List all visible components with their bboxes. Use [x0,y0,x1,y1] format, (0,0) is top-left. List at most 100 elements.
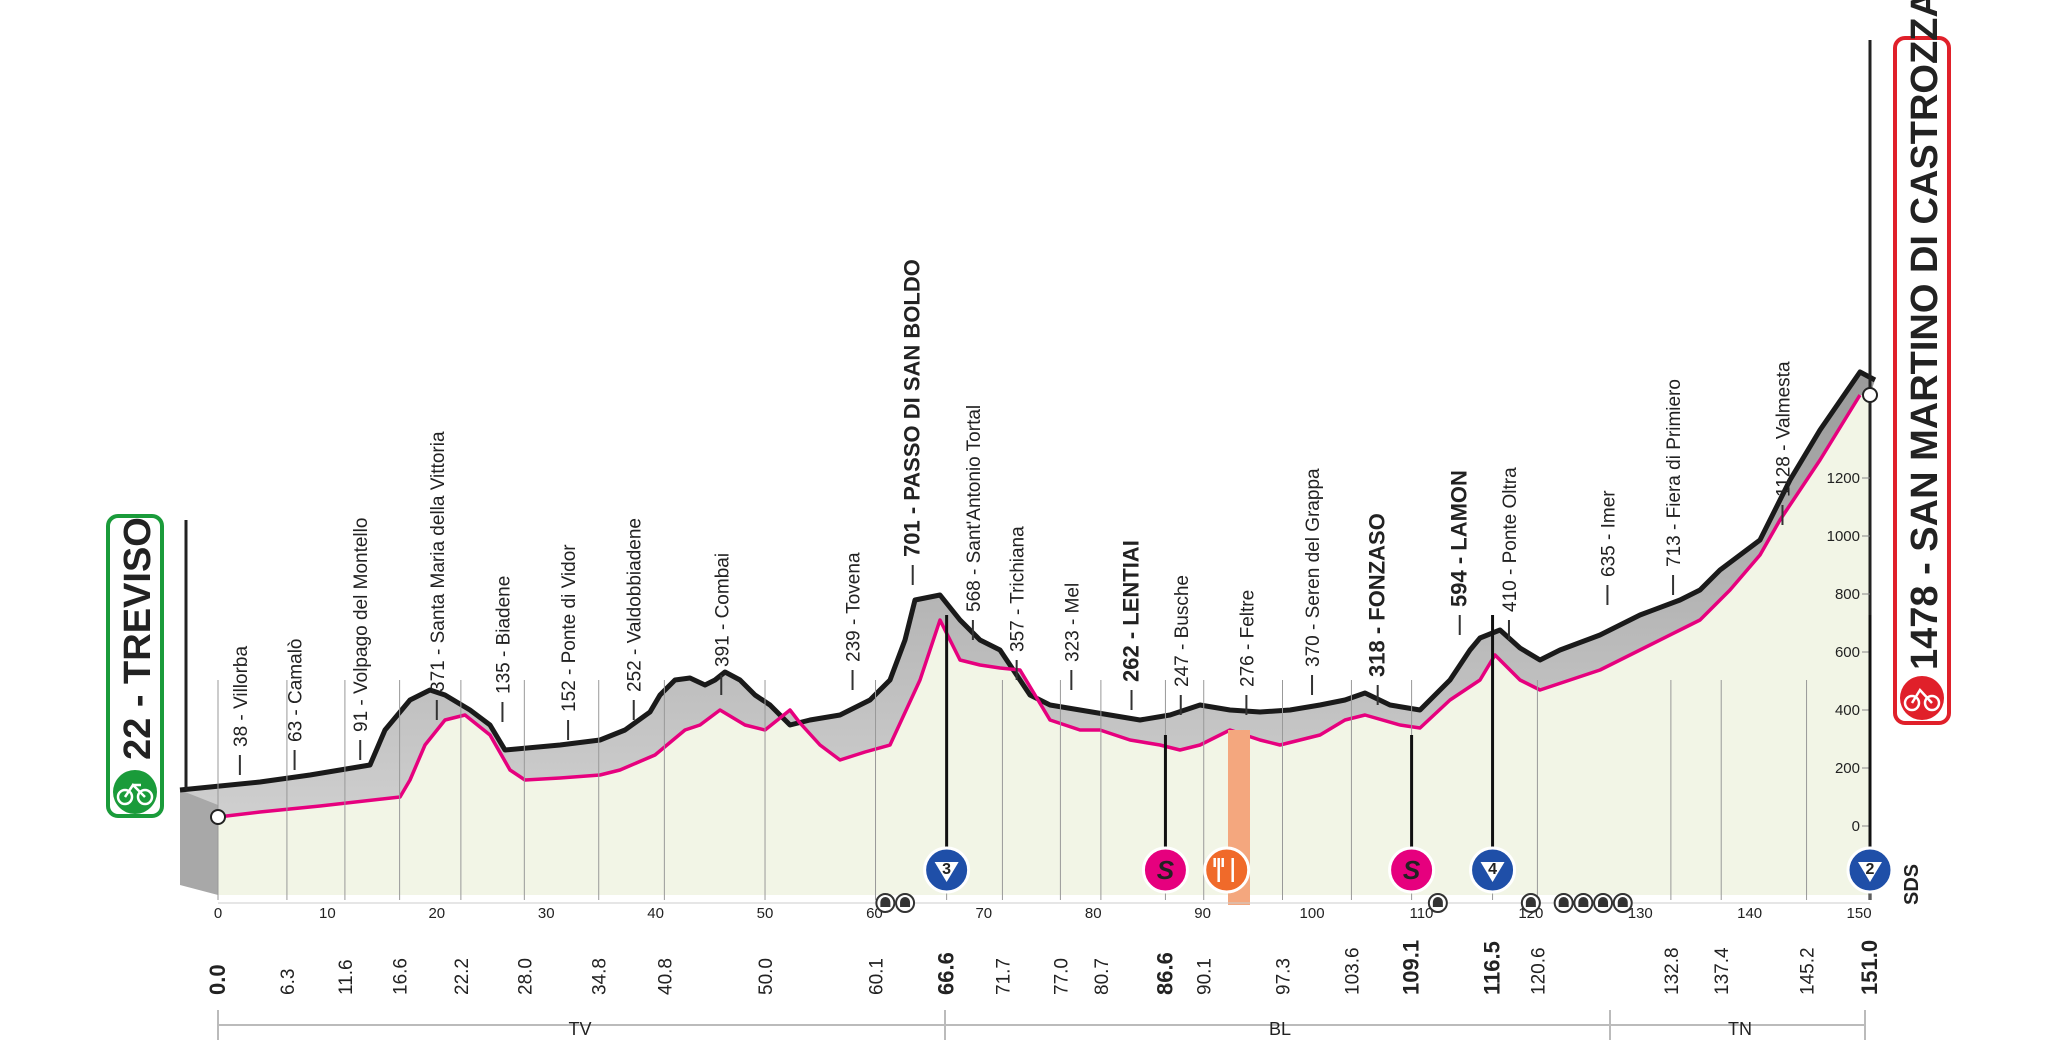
altitude-scale-label: 800 [1835,586,1860,603]
place-label: 239 - Tovena [844,552,865,662]
km-scale-label: 150 [1847,905,1872,922]
region-tn: TN [1728,1019,1752,1039]
place-label: 568 - Sant'Antonio Tortal [964,405,985,612]
km-mark-label: 116.5 [1480,941,1505,995]
km-mark-label: 151.0 [1857,940,1882,995]
place-label: 357 - Trichiana [1008,526,1029,652]
km-mark-label: 11.6 [336,959,357,995]
place-label: 247 - Busche [1172,575,1193,687]
feed-zone-badge [1203,846,1251,894]
altitude-scale-label: 600 [1835,644,1860,661]
mountain-icon [1858,862,1882,882]
altitude-scale-label: 400 [1835,702,1860,719]
logo-sds: SDS [1901,864,1923,905]
finish-title: 1478 - SAN MARTINO DI CASTROZZA [1904,0,1946,670]
climb-category-number: 2 [1866,861,1875,878]
sprint-letter: S [1157,855,1175,885]
place-label: 594 - LAMON [1447,470,1472,607]
km-mark-label: 16.6 [391,958,412,995]
road-line [217,394,1862,819]
km-scale-label: 140 [1737,905,1762,922]
tunnel-arch [1617,897,1628,907]
region-bracket [217,1010,1866,1040]
start-dot [210,809,226,825]
sprint-badge [1141,846,1189,894]
km-scale-label: 30 [538,905,555,922]
km-mark-label: 71.7 [993,958,1014,995]
tunnel-arch [1432,897,1443,907]
km-mark-label: 109.1 [1399,940,1424,995]
mountain-icon [1480,862,1505,882]
profile-top-line [179,369,1877,793]
finish-sign: 1478 - SAN MARTINO DI CASTROZZA [1893,0,1951,725]
place-label: 152 - Ponte di Vidor [559,544,580,712]
km-mark-label: 66.6 [934,952,959,995]
place-label: 701 - PASSO DI SAN BOLDO [900,259,925,557]
place-label: 713 - Fiera di Primiero [1664,379,1685,567]
place-label: 262 - LENTIAI [1119,540,1144,682]
tunnel-arch [880,897,891,907]
place-label: 63 - Camalò [286,639,307,743]
place-label: 91 - Volpago del Montello [351,518,372,732]
km-mark-label: 145.2 [1798,947,1819,995]
altitude-scale-label: 0 [1852,818,1860,835]
km-scale-label: 70 [975,905,992,922]
climb-category-number: 4 [1488,861,1497,878]
tunnel-arch [1525,897,1536,907]
km-scale-label: 130 [1628,905,1653,922]
km-mark-label: 50.0 [756,958,777,995]
km-mark-label: 6.3 [278,969,299,995]
place-label: 1128 - Valmesta [1773,361,1794,497]
km-mark-label: 77.0 [1051,958,1072,995]
mountain-icon [934,862,959,882]
km-mark-label: 40.8 [655,958,676,995]
km-scale-label: 100 [1300,905,1325,922]
km-mark-label: 132.8 [1662,947,1683,995]
place-label: 318 - FONZASO [1365,513,1390,677]
km-mark-label: 97.3 [1274,958,1295,995]
place-label: 323 - Mel [1062,583,1083,662]
profile-band [180,372,1875,817]
start-sign: 22 - TREVISO [106,514,164,818]
place-label: 252 - Valdobbiadene [625,518,646,692]
km-mark-label: 137.4 [1712,947,1733,995]
altitude-scale-label: 1200 [1827,470,1860,487]
tunnel-arch [1598,897,1609,907]
profile-fill [218,395,1870,895]
tunnel-arch [1578,897,1589,907]
place-label: 135 - Biadene [493,576,514,694]
km-scale-label: 90 [1194,905,1211,922]
km-mark-label: 103.6 [1342,947,1363,995]
km-mark-label: 90.1 [1195,958,1216,995]
km-mark-label: 22.2 [452,958,473,995]
bicycle-icon [116,783,154,806]
region-tv: TV [568,1019,591,1039]
profile-start-block [180,790,218,895]
altitude-scale-label: 200 [1835,760,1860,777]
place-label: 635 - Imer [1598,490,1619,577]
place-label: 276 - Feltre [1237,590,1258,687]
climb-category-number: 3 [942,861,951,878]
km-scale-label: 40 [647,905,664,922]
start-title: 22 - TREVISO [117,517,159,760]
km-mark-label: 34.8 [590,958,611,995]
uphill-bike-icon [1903,687,1941,712]
tunnel-arch [1558,897,1569,907]
km-mark-label: 86.6 [1152,952,1177,995]
km-mark-label: 60.1 [867,958,888,995]
sprint-badge [1388,846,1436,894]
region-bl: BL [1269,1019,1291,1039]
km-scale-label: 110 [1409,905,1433,922]
place-label: 410 - Ponte Oltra [1500,467,1521,612]
place-label: 391 - Combai [712,553,733,667]
finish-dot [1862,387,1878,403]
km-mark-label: 80.7 [1092,958,1113,995]
sprint-letter: S [1403,855,1421,885]
tunnel-arch [900,897,911,907]
km-scale-label: 80 [1085,905,1102,922]
place-label: 38 - Villorba [231,646,252,747]
km-scale-label: 10 [319,905,336,922]
km-scale-label: 20 [428,905,445,922]
km-mark-label: 28.0 [515,958,536,995]
place-label: 370 - Seren del Grappa [1303,468,1324,667]
